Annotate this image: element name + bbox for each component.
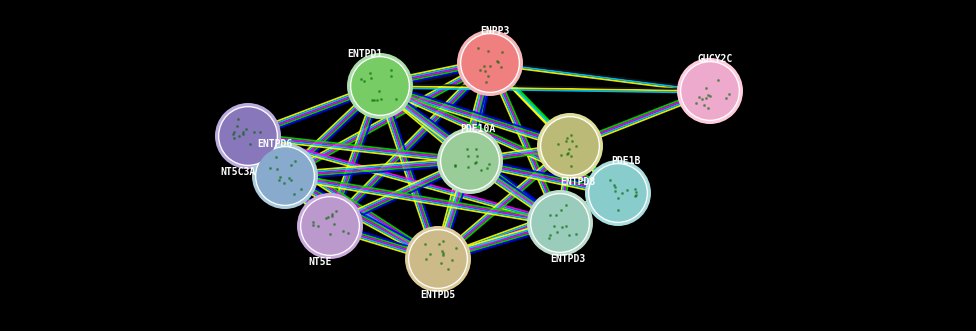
Circle shape [252,143,318,209]
Text: GUCY2C: GUCY2C [698,54,733,64]
Text: PDE10A: PDE10A [461,124,496,134]
Circle shape [540,116,600,176]
Circle shape [352,58,408,114]
Circle shape [682,63,738,119]
Circle shape [677,58,743,124]
Circle shape [408,229,468,289]
Text: PDE1B: PDE1B [611,156,640,166]
Circle shape [532,195,588,251]
Circle shape [442,133,498,189]
Circle shape [255,146,315,206]
Circle shape [347,53,413,119]
Circle shape [257,148,313,204]
Circle shape [527,190,593,256]
Circle shape [680,61,740,121]
Circle shape [350,56,410,116]
Circle shape [537,113,603,179]
Circle shape [585,160,651,226]
Circle shape [457,30,523,96]
Circle shape [215,103,281,169]
Circle shape [542,118,598,174]
Circle shape [302,198,358,254]
Circle shape [410,231,466,287]
Circle shape [588,163,648,223]
Text: NT5E: NT5E [308,257,332,267]
Circle shape [300,196,360,256]
Circle shape [218,106,278,166]
Circle shape [462,35,518,91]
Circle shape [297,193,363,259]
Text: ENTPD3: ENTPD3 [550,254,586,264]
Text: ENTPD6: ENTPD6 [258,139,293,149]
Text: ENPP3: ENPP3 [480,26,509,36]
Circle shape [437,128,503,194]
Text: ENTPD5: ENTPD5 [421,290,456,300]
Circle shape [530,193,590,253]
Text: ENTPD1: ENTPD1 [347,49,383,59]
Text: NT5C3A: NT5C3A [221,167,256,177]
Circle shape [590,165,646,221]
Text: ENTPD8: ENTPD8 [560,177,595,187]
Circle shape [440,131,500,191]
Circle shape [220,108,276,164]
Circle shape [460,33,520,93]
Circle shape [405,226,471,292]
